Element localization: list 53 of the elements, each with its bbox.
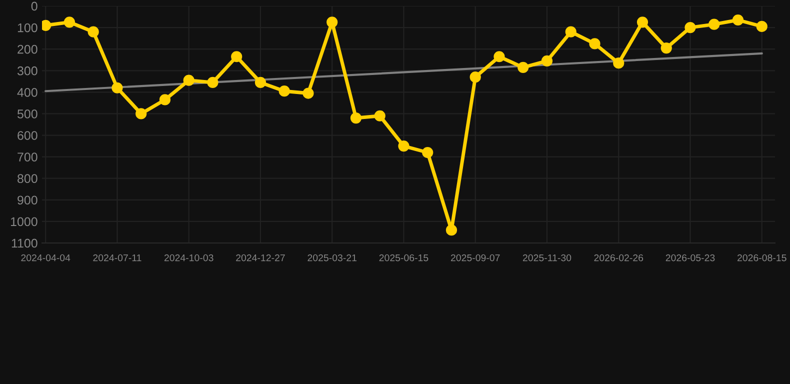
point xyxy=(541,55,553,66)
point xyxy=(756,20,768,32)
point xyxy=(470,72,481,83)
x-tick-label: 2026-05-23 xyxy=(666,254,715,262)
x-tick-label: 2024-04-04 xyxy=(21,254,70,262)
y-tick-label: 0 xyxy=(31,2,38,11)
x-tick-label: 2025-11-30 xyxy=(522,254,572,262)
point xyxy=(231,51,242,62)
point xyxy=(88,26,99,38)
point xyxy=(446,224,458,236)
point xyxy=(254,76,266,88)
point xyxy=(684,22,696,34)
y-tick-label: 800 xyxy=(18,174,38,184)
point xyxy=(660,42,672,54)
point xyxy=(732,14,744,26)
y-tick-label: 900 xyxy=(18,196,38,205)
point xyxy=(207,76,218,88)
y-tick-label: 700 xyxy=(18,152,38,162)
point xyxy=(136,108,147,120)
x-tick-label: 2025-09-07 xyxy=(450,254,500,262)
x-tick-label: 2024-07-11 xyxy=(93,254,142,262)
y-tick-label: 1000 xyxy=(10,217,38,226)
x-tick-label: 2026-02-26 xyxy=(594,254,644,262)
x-tick-label: 2025-06-15 xyxy=(379,254,428,262)
point xyxy=(613,58,624,69)
point xyxy=(159,94,171,106)
y-tick-label: 1100 xyxy=(12,238,38,248)
y-tick-label: 500 xyxy=(17,110,38,118)
point xyxy=(518,62,529,73)
y-tick-label: 100 xyxy=(18,23,38,32)
point xyxy=(636,16,648,28)
point xyxy=(302,88,314,99)
point xyxy=(589,38,600,50)
point xyxy=(374,110,386,122)
x-tick-label: 2024-10-03 xyxy=(164,254,214,262)
x-tick-label: 2026-08-15 xyxy=(737,254,786,262)
point xyxy=(183,74,194,86)
point xyxy=(326,16,338,28)
y-tick-label: 600 xyxy=(18,131,38,140)
point xyxy=(112,82,123,94)
y-tick-label: 200 xyxy=(18,44,38,54)
point xyxy=(565,26,576,38)
point xyxy=(398,140,410,152)
x-tick-label: 2024-12-27 xyxy=(236,254,285,262)
point xyxy=(422,146,434,158)
x-tick-label: 2025-03-21 xyxy=(308,254,356,262)
y-tick-label: 300 xyxy=(17,66,38,76)
y-tick-label: 400 xyxy=(17,88,38,97)
point xyxy=(64,16,76,28)
point xyxy=(494,51,505,62)
point xyxy=(278,86,290,97)
point xyxy=(708,18,720,30)
point xyxy=(350,112,362,124)
